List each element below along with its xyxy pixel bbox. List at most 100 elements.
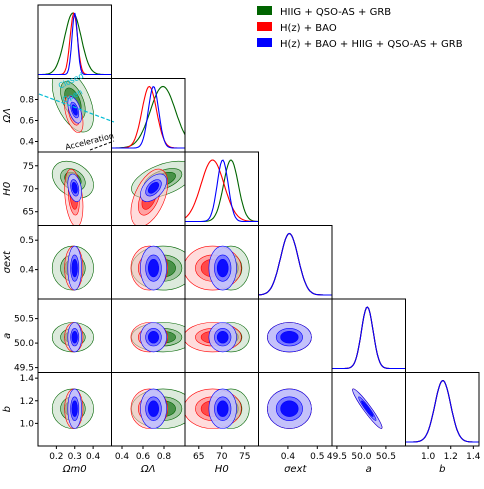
panel-H0-H0	[184, 151, 259, 226]
y-axis-label: H0	[2, 182, 13, 196]
panel-body	[185, 322, 250, 353]
panel-a-OL	[111, 298, 186, 373]
marginal-curve-2	[332, 306, 406, 370]
y-tick-label: 50.5	[14, 315, 34, 325]
y-tick-label: 1.4	[20, 374, 35, 384]
panel-OL-OL	[111, 78, 186, 153]
contour-2-2	[147, 400, 159, 417]
marginal-curve-2	[258, 232, 332, 296]
panel-sig-Om: 0.4 0.5 σext	[2, 225, 112, 300]
marginal-curve-0	[38, 12, 112, 76]
panel-body	[258, 232, 332, 296]
panel-sig-sig	[258, 225, 333, 300]
contour-2-2	[147, 258, 159, 278]
acceleration-label: Acceleration	[64, 131, 114, 152]
panel-a-a	[331, 298, 406, 373]
x-tick-label: 1.2	[444, 452, 458, 462]
y-axis-label: a	[2, 333, 13, 339]
panel-body	[51, 78, 94, 133]
panel-a-Om: 49.5 50.0 50.5 a	[2, 298, 112, 374]
x-axis-label: ΩΛ	[140, 464, 156, 475]
marginal-curve-1	[38, 11, 112, 76]
contour-2-2	[280, 330, 299, 344]
panel-body	[130, 160, 185, 226]
x-axis-label: Ωm0	[62, 464, 87, 475]
panel-body	[332, 306, 406, 370]
panel-frame	[184, 151, 259, 226]
marginal-curve-0	[258, 232, 332, 296]
panel-H0-Om: 65 70 75 H0	[2, 151, 112, 226]
legend: HIIG + QSO-AS + GRB H(z) + BAO H(z) + BA…	[257, 6, 463, 50]
contour-2-2	[147, 181, 160, 194]
flat-universe-line	[38, 93, 115, 123]
x-tick-label: 49.5	[327, 452, 347, 462]
marginal-curve-0	[111, 85, 185, 149]
panel-body	[111, 85, 185, 149]
y-tick-label: 0.4	[20, 138, 35, 148]
panel-b-Om: 0.2 0.3 0.4 Ωm0 1.0 1.2 1.4 b	[2, 372, 112, 475]
legend-label-hiig: HIIG + QSO-AS + GRB	[280, 7, 391, 18]
panel-body	[185, 159, 259, 223]
x-tick-label: 70	[216, 452, 228, 462]
x-tick-label: 0.4	[115, 452, 130, 462]
panels-layer: 0.40.60.8ΩΛ657075H00.40.5σext49.550.050.…	[2, 4, 481, 475]
panel-body	[38, 11, 112, 76]
panel-frame	[405, 372, 480, 447]
x-axis-label: a	[366, 464, 372, 475]
panel-body	[130, 322, 185, 353]
contour-2-2	[71, 400, 78, 417]
panel-body	[352, 388, 383, 429]
panel-body	[130, 388, 185, 429]
x-tick-label: 0.3	[68, 452, 82, 462]
legend-swatch-hz-bao	[257, 22, 272, 31]
y-tick-label: 49.5	[14, 364, 34, 374]
marginal-curve-2	[405, 380, 479, 443]
panel-sig-H0	[184, 225, 259, 300]
contour-2-2	[71, 331, 78, 344]
x-tick-label: 0.4	[86, 452, 101, 462]
y-axis-label: b	[2, 406, 13, 412]
x-tick-label: 0.2	[49, 452, 63, 462]
contour-2-2	[71, 181, 78, 194]
y-axis-label: ΩΛ	[2, 108, 13, 124]
marginal-curve-0	[332, 306, 406, 370]
marginal-curve-1	[185, 159, 259, 223]
legend-label-combined: H(z) + BAO + HIIG + QSO-AS + GRB	[280, 39, 463, 50]
panel-body	[267, 322, 312, 353]
marginal-curve-1	[405, 380, 479, 443]
x-tick-label: 0.6	[136, 452, 151, 462]
panel-b-OL: 0.4 0.6 0.8ΩΛ	[111, 372, 186, 475]
x-tick-label: 65	[193, 452, 204, 462]
panel-a-sig	[258, 298, 333, 373]
panel-a-H0	[184, 298, 259, 373]
x-tick-label: 1.4	[466, 452, 481, 462]
panel-body	[267, 388, 312, 429]
panel-body	[51, 322, 94, 353]
contour-2-2	[216, 258, 229, 278]
acceleration-line	[89, 140, 115, 151]
panel-body	[51, 245, 94, 291]
legend-swatch-combined	[257, 38, 272, 47]
legend-swatch-hiig	[257, 6, 272, 15]
y-tick-label: 70	[23, 185, 35, 195]
marginal-curve-2	[38, 12, 112, 76]
panel-b-a: 49.5 50.0 50.5 a	[327, 372, 406, 475]
y-tick-label: 0.8	[20, 96, 35, 106]
marginal-curve-1	[258, 232, 332, 296]
marginal-curve-1	[332, 306, 406, 370]
panel-sig-OL	[111, 225, 186, 300]
panel-b-H0: 65 70 75 H0	[184, 372, 259, 475]
x-tick-label: 0.4	[281, 452, 296, 462]
legend-label-hz-bao: H(z) + BAO	[280, 23, 337, 34]
panel-body	[51, 160, 94, 226]
y-tick-label: 0.5	[20, 236, 34, 246]
x-tick-label: 1.0	[421, 452, 436, 462]
y-tick-label: 65	[23, 208, 34, 218]
x-axis-label: b	[439, 464, 445, 475]
x-tick-label: 0.5	[310, 452, 324, 462]
marginal-curve-2	[185, 159, 259, 223]
contour-2-2	[216, 400, 229, 417]
